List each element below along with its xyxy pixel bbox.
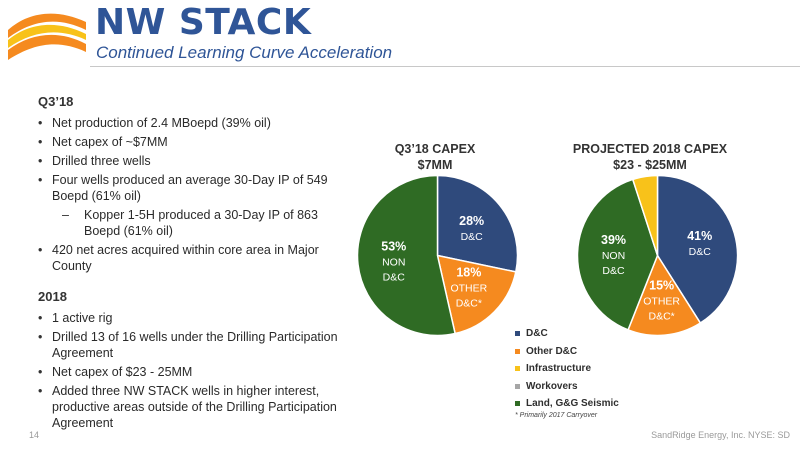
q3-bullet: Drilled three wells xyxy=(38,153,338,169)
q3-bullet: Four wells produced an average 30-Day IP… xyxy=(38,172,338,204)
q3-bullet: Net capex of ~$7MM xyxy=(38,134,338,150)
pie-slice-land-g-g-seismic xyxy=(576,178,659,331)
pie-category-label: NON xyxy=(382,256,405,268)
legend-item: Land, G&G Seismic xyxy=(515,395,619,413)
pie-category-label: D&C xyxy=(602,265,625,277)
legend-footnote: * Primarily 2017 Carryover xyxy=(515,412,598,419)
legend-item: Other D&C xyxy=(515,343,619,361)
pie-percent-label: 39% xyxy=(601,233,626,247)
q3-sub-bullet: – Kopper 1-5H produced a 30-Day IP of 863… xyxy=(62,208,318,238)
year-2018-heading: 2018 xyxy=(38,289,67,304)
pie-category-label: D&C xyxy=(383,271,406,283)
q3-heading: Q3’18 xyxy=(38,94,74,109)
chart-title-line: $7MM xyxy=(417,158,453,172)
legend-swatch xyxy=(515,331,520,337)
company-footer: SandRidge Energy, Inc. NYSE: SD xyxy=(651,430,790,440)
legend-swatch xyxy=(515,401,520,407)
pie-percent-label: 18% xyxy=(456,265,481,279)
page-number: 14 xyxy=(29,430,40,440)
legend-label: Other D&C xyxy=(526,345,578,357)
legend-item: D&C xyxy=(515,325,619,343)
pie-slice-other-d-c xyxy=(436,254,517,335)
q3-sub-bullet-text: Kopper 1-5H produced a 30-Day IP of 863 … xyxy=(84,208,318,238)
pie-category-label: NON xyxy=(602,250,625,262)
pie-category-label: OTHER xyxy=(643,295,680,307)
header-divider xyxy=(90,66,800,67)
pie-percent-label: 15% xyxy=(649,278,674,292)
chart-legend: D&C Other D&C Infrastructure Workovers L… xyxy=(515,325,619,413)
pie-category-label: OTHER xyxy=(450,282,487,294)
pie-percent-label: 53% xyxy=(381,239,406,253)
pie-category-label: D&C xyxy=(461,231,484,243)
q3-capex-chart-title: Q3’18 CAPEX $7MM xyxy=(375,141,495,173)
pie-slice-land-g-g-seismic xyxy=(356,174,457,337)
year-2018-bullet: 1 active rig xyxy=(38,310,338,326)
sandridge-logo-icon xyxy=(8,13,86,60)
legend-swatch xyxy=(515,383,520,389)
q3-capex-pie-chart: 28% D&C 18% OTHER D&C* 53% NON D&C xyxy=(356,174,519,337)
page-title: NW STACK xyxy=(95,2,312,43)
legend-item: Workovers xyxy=(515,378,619,396)
legend-label: Workovers xyxy=(526,380,578,392)
q3-bullet: 420 net acres acquired within core area … xyxy=(38,242,338,274)
pie-slice-other-d-c xyxy=(627,253,702,337)
pie-percent-label: 41% xyxy=(687,229,712,243)
summary-column: Q3’18 Net production of 2.4 MBoepd (39% … xyxy=(38,94,338,434)
legend-label: D&C xyxy=(526,328,548,340)
legend-swatch xyxy=(515,366,520,372)
year-2018-bullet: Net capex of $23 - 25MM xyxy=(38,364,338,380)
projected-capex-pie-chart: 41% D&C 15% OTHER D&C* 39% NON D&C xyxy=(576,174,739,337)
legend-label: Land, G&G Seismic xyxy=(526,398,619,410)
legend-label: Infrastructure xyxy=(526,363,592,375)
pie-slice-infrastructure xyxy=(631,174,659,256)
q3-bullet: Net production of 2.4 MBoepd (39% oil) xyxy=(38,115,338,131)
pie-category-label: D&C xyxy=(689,246,712,258)
pie-percent-label: 28% xyxy=(459,214,484,228)
pie-category-label: D&C* xyxy=(456,297,482,309)
chart-title-line: PROJECTED 2018 CAPEX xyxy=(572,142,728,156)
year-2018-bullet: Drilled 13 of 16 wells under the Drillin… xyxy=(38,329,338,361)
page-subtitle: Continued Learning Curve Acceleration xyxy=(96,43,393,62)
legend-item: Infrastructure xyxy=(515,360,619,378)
pie-slice-d-c xyxy=(436,174,519,273)
projected-capex-chart-title: PROJECTED 2018 CAPEX $23 - $25MM xyxy=(565,141,735,173)
chart-title-line: $23 - $25MM xyxy=(613,158,687,172)
legend-swatch xyxy=(515,348,520,354)
year-2018-bullet: Added three NW STACK wells in higher int… xyxy=(38,383,338,431)
chart-title-line: Q3’18 CAPEX xyxy=(394,142,476,156)
pie-category-label: D&C* xyxy=(649,310,675,322)
